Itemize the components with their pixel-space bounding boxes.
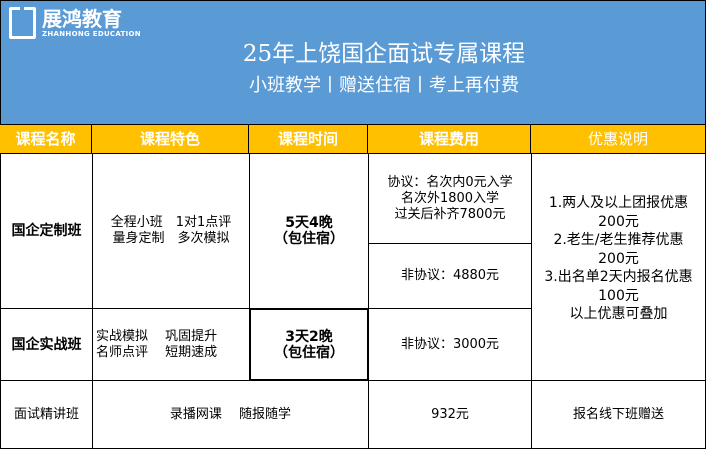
col-header-features: 课程特色 (92, 125, 249, 153)
header-banner: 展鸿教育 ZHANHONG EDUCATION 25年上饶国企面试专属课程 小班… (0, 0, 706, 125)
brand-logo: 展鸿教育 ZHANHONG EDUCATION (9, 7, 141, 39)
page-title: 25年上饶国企面试专属课程 (242, 41, 526, 67)
row2-name: 国企实战班 (0, 308, 93, 381)
row1-name: 国企定制班 (0, 153, 93, 309)
page-subtitle: 小班教学丨赠送住宿丨考上再付费 (249, 75, 519, 96)
brand-name: 展鸿教育 (42, 7, 122, 31)
brand-english: ZHANHONG EDUCATION (42, 30, 141, 38)
row1-fee-agreement: 协议：名次内0元入学 名次外1800入学 过关后补齐7800元 (368, 153, 532, 244)
row3-fee: 932元 (368, 380, 532, 449)
row3-name: 面试精讲班 (0, 380, 93, 449)
row3-features: 录播网课 随报随学 (92, 380, 369, 449)
row2-time: 3天2晚 （包住宿） (249, 308, 369, 381)
row2-features: 实战模拟 巩固提升 名师点评 短期速成 (92, 308, 250, 381)
col-header-time: 课程时间 (249, 125, 368, 153)
col-header-fee: 课程费用 (368, 125, 531, 153)
row3-discount: 报名线下班赠送 (531, 380, 706, 449)
col-header-discount: 优惠说明 (531, 125, 706, 153)
discount-notes: 1.两人及以上团报优惠 200元 2.老生/老生推荐优惠 200元 3.出名单2… (531, 153, 706, 381)
row1-fee-non-agreement: 非协议：4880元 (368, 243, 532, 309)
row1-features: 全程小班 1对1点评 量身定制 多次模拟 (92, 153, 250, 309)
row2-fee: 非协议：3000元 (368, 308, 532, 381)
row1-time: 5天4晚 （包住宿） (249, 153, 369, 309)
logo-icon (9, 7, 36, 39)
col-header-name: 课程名称 (0, 125, 92, 153)
